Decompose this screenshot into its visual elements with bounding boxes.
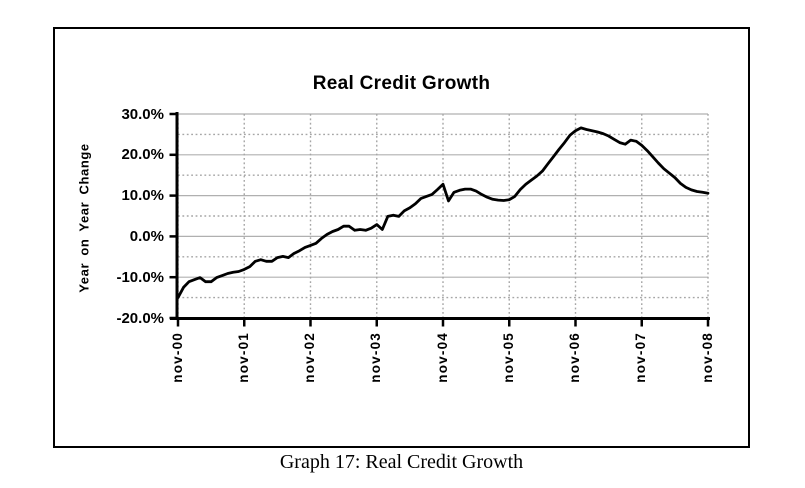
y-tick-label: -10.0% xyxy=(116,268,164,286)
y-tick-label: 20.0% xyxy=(121,146,164,164)
x-tick-label: nov-08 xyxy=(699,332,715,383)
credit-growth-line xyxy=(176,126,710,300)
x-tick-label: nov-06 xyxy=(567,332,582,383)
figure-caption: Graph 17: Real Credit Growth xyxy=(279,451,524,473)
x-tick-label: nov-04 xyxy=(434,332,450,383)
y-tick-label: 0.0% xyxy=(129,227,164,245)
x-tick-label: nov-02 xyxy=(302,332,317,383)
x-tick-label: nov-00 xyxy=(169,332,185,383)
x-tick-label: nov-03 xyxy=(368,332,384,383)
y-tick-label: 30.0% xyxy=(121,105,164,123)
figure-border xyxy=(53,27,750,448)
x-tick-label: nov-01 xyxy=(235,332,251,383)
chart-title: Real Credit Growth xyxy=(312,73,491,94)
y-tick-label: 10.0% xyxy=(121,187,164,205)
x-tick-label: nov-05 xyxy=(500,332,516,383)
y-tick-label: -20.0% xyxy=(116,309,164,327)
x-tick-label: nov-07 xyxy=(633,332,649,383)
